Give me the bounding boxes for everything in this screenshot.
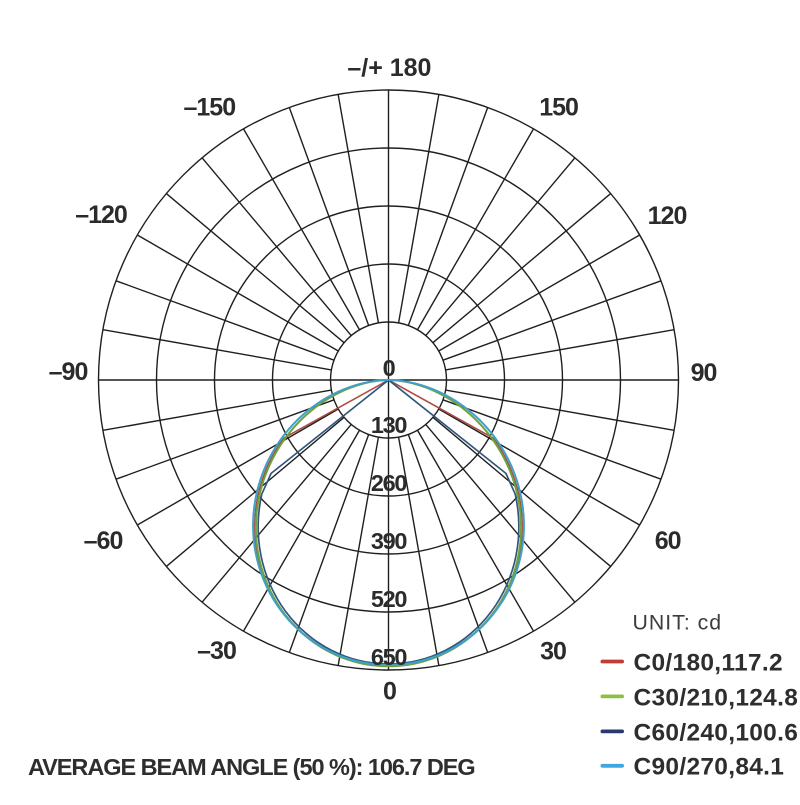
svg-text:C0/180,117.2: C0/180,117.2	[634, 649, 783, 676]
svg-text:–120: –120	[75, 201, 127, 229]
svg-text:C30/210,124.8: C30/210,124.8	[634, 684, 799, 711]
svg-text:UNIT: cd: UNIT: cd	[633, 610, 723, 634]
svg-text:AVERAGE BEAM ANGLE (50 %): 106: AVERAGE BEAM ANGLE (50 %): 106.7 DEG	[28, 754, 475, 780]
svg-text:30: 30	[540, 638, 566, 666]
svg-text:520: 520	[371, 586, 408, 612]
svg-text:60: 60	[655, 527, 681, 555]
svg-text:650: 650	[371, 644, 408, 670]
svg-text:–30: –30	[197, 637, 236, 665]
svg-text:–150: –150	[183, 94, 235, 122]
svg-text:120: 120	[648, 202, 687, 230]
svg-text:260: 260	[371, 470, 408, 496]
svg-text:150: 150	[539, 94, 578, 122]
svg-text:–/+ 180: –/+ 180	[347, 54, 431, 82]
svg-text:C60/240,100.6: C60/240,100.6	[634, 719, 799, 746]
svg-text:–60: –60	[84, 527, 123, 555]
svg-text:0: 0	[383, 355, 396, 381]
svg-text:C90/270,84.1: C90/270,84.1	[634, 754, 785, 781]
svg-text:–90: –90	[49, 358, 88, 386]
svg-text:90: 90	[691, 359, 717, 387]
svg-text:0: 0	[383, 678, 396, 706]
svg-text:390: 390	[371, 528, 408, 554]
svg-text:130: 130	[371, 412, 408, 438]
